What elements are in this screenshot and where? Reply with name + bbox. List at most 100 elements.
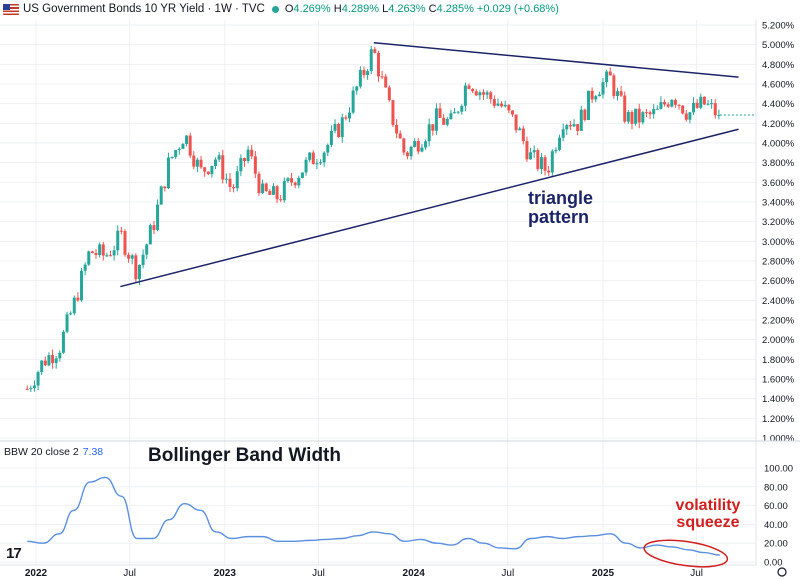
candle-body (47, 355, 51, 366)
time-axis-tick: Jul (312, 568, 325, 579)
price-axis-tick: 4.000% (762, 139, 795, 150)
candle-body (489, 92, 493, 100)
candle-body (587, 90, 591, 120)
candle-body (507, 104, 511, 111)
bbw-legend[interactable]: BBW 20 close 2 7.38 (4, 446, 103, 458)
candle-body (130, 255, 134, 259)
settings-icon[interactable] (777, 567, 787, 577)
market-status-icon (271, 5, 279, 13)
candle-body (630, 111, 634, 124)
candle-body (224, 178, 228, 180)
candle-body (438, 108, 442, 118)
candle-body (380, 76, 384, 78)
bbw-axis-tick: 0.00 (764, 558, 783, 569)
candle-body (376, 52, 380, 77)
candle-body (29, 388, 33, 390)
candle-body (134, 255, 138, 280)
candle-body (185, 135, 189, 144)
candle-body (634, 108, 638, 124)
time-axis-tick: Jul (123, 568, 136, 579)
triangle-annotation: triangle pattern (528, 188, 594, 227)
candle-body (514, 114, 518, 131)
candle-body (695, 102, 699, 108)
candle-body (90, 251, 94, 254)
candle-body (123, 231, 127, 255)
candle-body (242, 158, 246, 162)
price-axis-tick: 2.400% (762, 296, 795, 307)
candle-body (463, 85, 467, 106)
time-axis-tick: 2024 (403, 568, 426, 579)
price-axis-tick: 1.000% (762, 434, 795, 445)
time-axis-tick: 2022 (25, 568, 48, 579)
candle-body (369, 49, 373, 72)
time-axis-tick: 2023 (214, 568, 237, 579)
candle-body (108, 255, 112, 257)
candle-body (239, 158, 243, 172)
candle-body (141, 254, 145, 265)
candle-body (576, 124, 580, 131)
candle-body (40, 360, 44, 373)
candle-body (710, 103, 714, 105)
candle-body (673, 100, 677, 105)
candle-body (210, 165, 214, 175)
resistance-trendline (373, 41, 739, 78)
candle-body (32, 385, 36, 389)
candle-body (525, 141, 529, 160)
candle-body (485, 92, 489, 95)
candle-body (159, 186, 163, 205)
candle-body (583, 109, 587, 120)
candle-body (348, 112, 352, 119)
candle-body (282, 181, 286, 201)
candle-body (25, 388, 29, 390)
candle-body (579, 109, 583, 131)
candle-body (677, 104, 681, 106)
candle-body (83, 264, 87, 271)
candle-body (192, 155, 196, 167)
candle-body (626, 111, 630, 122)
candle-body (424, 141, 428, 148)
candle-body (94, 253, 98, 256)
candle-body (481, 92, 485, 95)
candle-body (395, 124, 399, 134)
candle-body (333, 123, 337, 131)
candle-body (319, 162, 323, 164)
candle-body (69, 313, 73, 315)
candle-body (398, 133, 402, 139)
candle-body (156, 204, 160, 230)
candle-body (148, 225, 152, 245)
candle-body (449, 113, 453, 119)
candle-body (337, 123, 341, 138)
candle-body (101, 244, 105, 256)
symbol-title[interactable]: US Government Bonds 10 YR Yield · 1W · T… (23, 3, 265, 15)
candle-body (300, 172, 304, 178)
price-axis-tick: 4.800% (762, 60, 795, 71)
candle-body (217, 155, 221, 160)
candle-body (257, 173, 261, 194)
volatility-squeeze-annotation: volatility squeeze (675, 497, 741, 531)
candle-body (659, 102, 663, 109)
tradingview-logo[interactable]: 17 (6, 545, 22, 562)
candle-body (250, 149, 254, 157)
candle-body (246, 149, 250, 162)
candle-body (605, 71, 609, 83)
ohlc-readout: O4.269% H4.289% L4.263% C4.285% +0.029 (… (284, 3, 559, 15)
candle-body (329, 130, 333, 145)
candle-body (655, 108, 659, 110)
candle-body (195, 159, 199, 167)
time-axis-tick: Jul (501, 568, 514, 579)
candle-body (529, 152, 533, 160)
candle-body (666, 104, 670, 107)
candle-body (561, 129, 565, 138)
candle-body (536, 150, 540, 169)
candle-body (442, 117, 446, 125)
time-axis-tick: Jul (690, 568, 703, 579)
candle-body (460, 105, 464, 112)
bbw-legend-label: BBW 20 close 2 (4, 446, 79, 458)
candle-body (652, 109, 656, 115)
candle-body (137, 264, 141, 280)
candle-body (521, 128, 525, 142)
price-axis-tick: 5.000% (762, 40, 795, 51)
candle-body (315, 163, 319, 165)
candle-body (61, 331, 65, 353)
